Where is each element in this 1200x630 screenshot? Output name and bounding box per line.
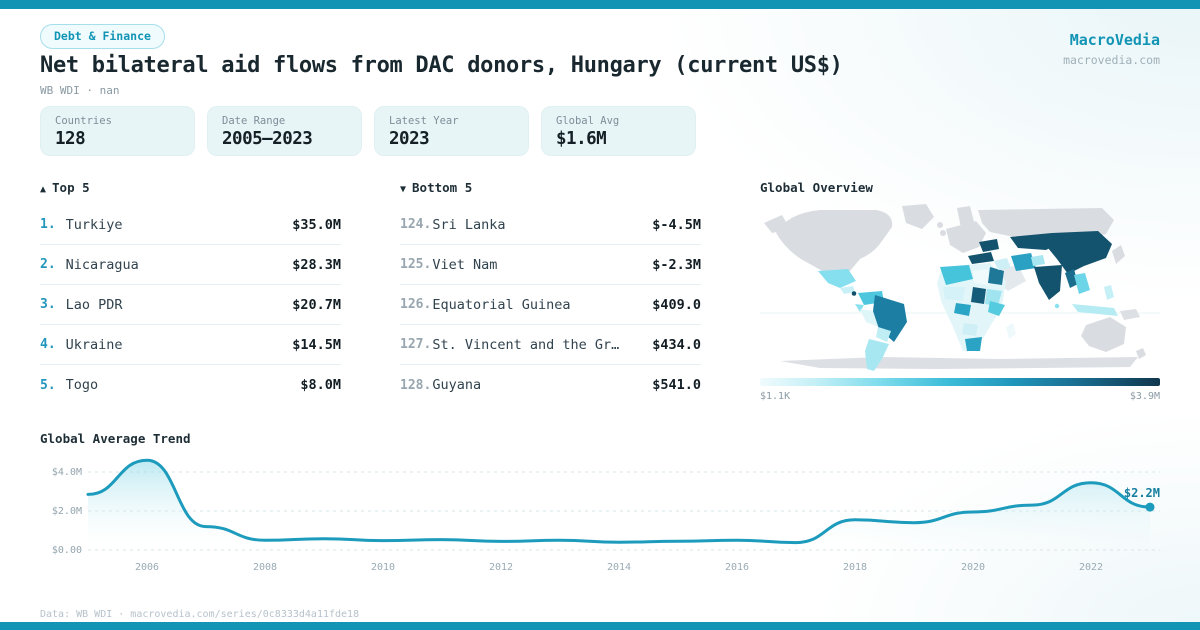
country-name: Turkiye [65,216,123,233]
list-item: 128. Guyana $541.0 [400,365,701,405]
svg-text:2010: 2010 [371,562,395,573]
country-value: $35.0M [292,216,341,233]
stat-cards-row: Countries 128 Date Range 2005–2023 Lates… [40,106,696,156]
list-item: 4. Ukraine $14.5M [40,325,341,365]
top-accent-bar [0,0,1200,9]
page-subtitle: WB WDI · nan [40,84,120,97]
trend-section: Global Average Trend $0.00 $2.0M $4.0M 2006… [40,431,1160,578]
country-value: $14.5M [292,336,341,353]
stat-card-countries: Countries 128 [40,106,195,156]
rank-label: 4. [40,337,56,352]
top5-header-label: Top 5 [52,180,90,195]
list-item: 126. Equatorial Guinea $409.0 [400,285,701,325]
country-value: $409.0 [652,296,701,313]
list-item: 124. Sri Lanka $-4.5M [400,205,701,245]
svg-text:$4.0M: $4.0M [52,467,82,478]
country-name: Sri Lanka [432,216,506,233]
country-value: $28.3M [292,256,341,273]
country-value: $434.0 [652,336,701,353]
stat-card-global-avg: Global Avg $1.6M [541,106,696,156]
legend-labels: $1.1K $3.9M [760,391,1160,402]
bottom5-header: ▼ Bottom 5 [400,180,701,205]
svg-text:2006: 2006 [135,562,159,573]
country-name: Ukraine [65,336,123,353]
svg-text:2016: 2016 [725,562,749,573]
stat-label: Latest Year [389,115,459,127]
brand-name: MacroVedia [1069,31,1160,49]
triangle-up-icon: ▲ [40,184,47,195]
stat-value: $1.6M [556,129,607,149]
country-value: $20.7M [292,296,341,313]
stat-value: 2005–2023 [222,129,313,149]
legend-max-label: $3.9M [1129,391,1160,402]
svg-text:2012: 2012 [489,562,513,573]
rank-label: 1. [40,217,56,232]
list-item: 125. Viet Nam $-2.3M [400,245,701,285]
rank-label: 128. [400,377,432,393]
world-map [760,204,1160,371]
svg-text:$2.2M: $2.2M [1124,486,1160,500]
page-title: Net bilateral aid flows from DAC donors,… [40,53,843,78]
svg-text:$2.0M: $2.0M [52,506,82,517]
bottom5-list: ▼ Bottom 5 124. Sri Lanka $-4.5M 125. Vie… [400,180,701,405]
trend-chart: $0.00 $2.0M $4.0M 2006 2008 2010 2012 2014 2016 2… [52,458,1160,573]
list-item: 2. Nicaragua $28.3M [40,245,341,285]
country-name: St. Vincent and the Gr… [432,336,620,353]
list-item: 5. Togo $8.0M [40,365,341,405]
footer-attribution: Data: WB WDI · macrovedia.com/series/0c8… [40,609,360,620]
stat-label: Date Range [222,115,286,127]
rank-label: 3. [40,297,56,312]
top5-list: ▲ Top 5 1. Turkiye $35.0M 2. Nicaragua $2… [40,180,341,405]
rank-label: 2. [40,257,56,272]
svg-text:2022: 2022 [1079,562,1103,573]
rank-label: 125. [400,257,432,272]
country-value: $-2.3M [652,256,701,273]
triangle-down-icon: ▼ [400,184,407,195]
map-title: Global Overview [760,180,873,195]
svg-text:2018: 2018 [843,562,867,573]
list-item: 127. St. Vincent and the Gr… $434.0 [400,325,701,365]
global-overview-section: Global Overview [760,180,1160,402]
top5-header: ▲ Top 5 [40,180,341,205]
stat-value: 128 [55,129,86,149]
trend-title: Global Average Trend [40,431,191,446]
country-name: Nicaragua [65,256,139,273]
country-name: Togo [65,377,99,393]
svg-text:2020: 2020 [961,562,985,573]
brand-domain: macrovedia.com [1063,53,1160,67]
svg-text:$0.00: $0.00 [52,545,82,556]
stat-label: Countries [55,115,112,127]
svg-text:2014: 2014 [607,562,631,573]
rank-label: 124. [400,217,432,232]
country-name: Lao PDR [65,296,123,313]
color-scale-legend [760,378,1160,386]
country-name: Guyana [432,377,482,393]
country-name: Equatorial Guinea [432,296,571,313]
country-value: $541.0 [652,377,701,393]
list-item: 1. Turkiye $35.0M [40,205,341,245]
map-data-regions [818,231,1118,371]
stat-label: Global Avg [556,115,620,127]
rank-label: 127. [400,337,432,352]
country-value: $-4.5M [652,216,701,233]
rank-label: 126. [400,297,432,312]
stat-card-latest-year: Latest Year 2023 [374,106,529,156]
list-item: 3. Lao PDR $20.7M [40,285,341,325]
country-value: $8.0M [300,377,341,393]
country-name: Viet Nam [432,256,498,273]
brand-block: MacroVedia macrovedia.com [1063,31,1160,67]
category-badge: Debt & Finance [40,24,165,49]
stat-value: 2023 [389,129,430,149]
rank-label: 5. [40,377,56,393]
stat-card-date-range: Date Range 2005–2023 [207,106,362,156]
legend-min-label: $1.1K [760,391,791,402]
bottom-accent-bar [0,622,1200,630]
svg-text:2008: 2008 [253,562,277,573]
bottom5-header-label: Bottom 5 [412,180,473,195]
